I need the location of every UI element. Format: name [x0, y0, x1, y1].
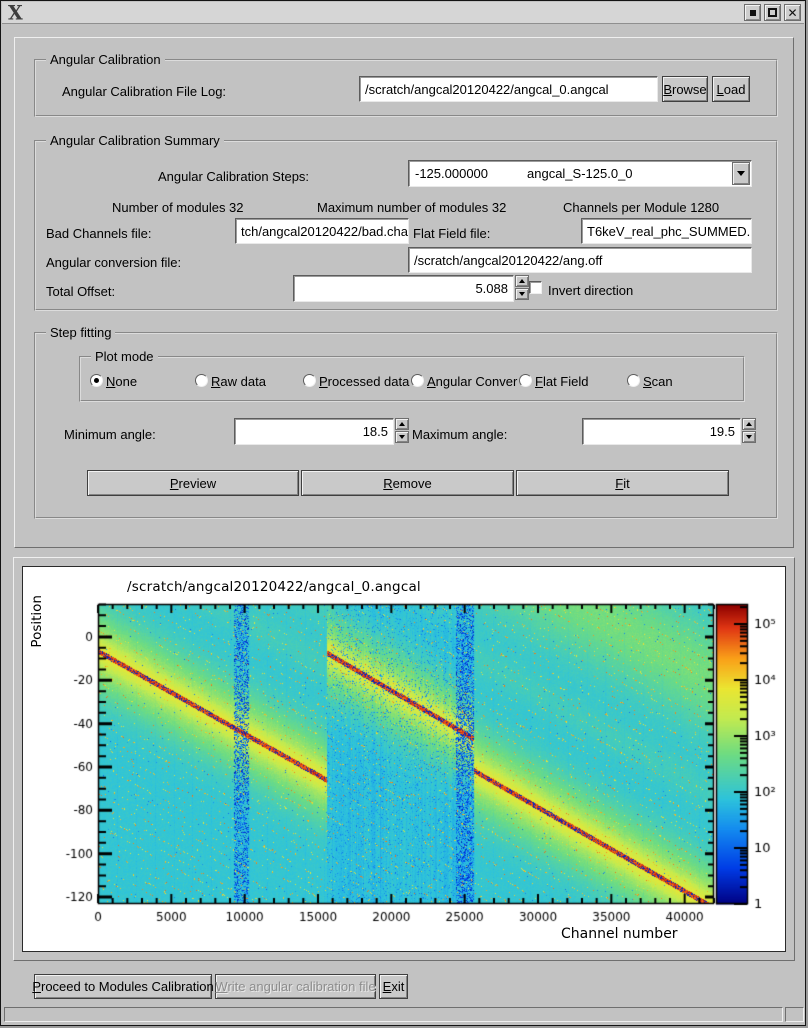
group-title: Angular Calibration Summary [46, 133, 224, 148]
steps-combobox[interactable]: -125.000000 angcal_S-125.0_0 [408, 160, 752, 187]
browse-button[interactable]: Browse [662, 76, 708, 102]
group-plot-mode: Plot mode None Raw data Processed data A… [79, 349, 745, 402]
minimize-icon [749, 9, 756, 16]
max-angle-input[interactable]: 19.5 [582, 418, 741, 445]
close-button[interactable]: ✕ [784, 4, 801, 21]
total-offset-input[interactable]: 5.088 [293, 275, 514, 302]
channels-per-module-text: Channels per Module 1280 [563, 200, 720, 215]
group-angular-calibration: Angular Calibration Angular Calibration … [34, 52, 778, 117]
steps-value: -125.000000 [415, 166, 489, 181]
group-title: Angular Calibration [46, 52, 165, 67]
flat-field-input[interactable]: T6keV_real_phc_SUMMED.raw [581, 218, 752, 244]
file-log-input[interactable]: /scratch/angcal20120422/angcal_0.angcal [359, 76, 658, 102]
bad-channels-input[interactable]: tch/angcal20120422/bad.chan [235, 218, 409, 244]
min-angle-spinner [395, 418, 409, 443]
total-offset-spinner [515, 275, 529, 300]
plot-x-axis-label: Channel number [561, 926, 678, 942]
heatmap-canvas [23, 567, 787, 953]
flat-field-label: Flat Field file: [413, 226, 491, 241]
min-angle-input[interactable]: 18.5 [234, 418, 394, 445]
arrow-up-icon [399, 422, 405, 426]
radio-flat-field[interactable] [519, 374, 532, 387]
radio-none-label: None [106, 374, 138, 389]
arrow-up-icon [746, 422, 752, 426]
conversion-label: Angular conversion file: [46, 255, 182, 270]
radio-processed-data-label: Processed data [319, 374, 410, 389]
x11-logo-icon: X [8, 0, 23, 25]
group-title: Step fitting [46, 325, 116, 340]
radio-flat-field-label: Flat Field [535, 374, 589, 389]
resize-grip[interactable] [785, 1007, 804, 1022]
max-angle-spinner [742, 418, 756, 443]
preview-button[interactable]: Preview [87, 470, 299, 496]
remove-button[interactable]: Remove [301, 470, 514, 496]
radio-none[interactable] [90, 374, 103, 387]
status-message-area [4, 1007, 783, 1022]
group-title: Plot mode [91, 349, 158, 364]
statusbar [4, 1005, 804, 1025]
steps-label: Angular Calibration Steps: [158, 169, 310, 184]
proceed-to-modules-calibration-button[interactable]: Proceed to Modules Calibration [32, 974, 214, 999]
group-calibration-summary: Angular Calibration Summary Angular Cali… [34, 133, 778, 311]
spin-up-button[interactable] [395, 418, 409, 430]
load-button[interactable]: Load [712, 76, 750, 102]
invert-direction-label: Invert direction [548, 283, 634, 298]
invert-direction-checkbox[interactable] [529, 281, 542, 294]
radio-processed-data[interactable] [303, 374, 316, 387]
max-modules-text: Maximum number of modules 32 [317, 200, 507, 215]
spin-up-button[interactable] [742, 418, 756, 430]
conversion-input[interactable]: /scratch/angcal20120422/ang.off [408, 247, 752, 273]
total-offset-label: Total Offset: [46, 284, 116, 299]
minimize-button[interactable] [744, 4, 761, 21]
radio-angular-conversion-label: Angular Conver [427, 374, 518, 389]
min-angle-label: Minimum angle: [64, 427, 156, 442]
maximize-button[interactable] [764, 4, 781, 21]
arrow-down-icon [519, 292, 525, 296]
spin-up-button[interactable] [515, 275, 529, 287]
arrow-up-icon [519, 279, 525, 283]
file-log-label: Angular Calibration File Log: [62, 84, 227, 99]
arrow-down-icon [399, 435, 405, 439]
spin-down-button[interactable] [742, 431, 756, 443]
write-angular-calibration-file-button[interactable]: Write angular calibration file [215, 974, 376, 999]
radio-scan-label: Scan [643, 374, 673, 389]
max-angle-label: Maximum angle: [412, 427, 508, 442]
plot-y-axis-label: Position [29, 595, 45, 648]
combobox-dropdown-button[interactable] [732, 162, 750, 185]
steps-name: angcal_S-125.0_0 [527, 166, 633, 181]
radio-raw-data[interactable] [195, 374, 208, 387]
chevron-down-icon [737, 171, 745, 176]
spin-down-button[interactable] [395, 431, 409, 443]
radio-scan[interactable] [627, 374, 640, 387]
group-step-fitting: Step fitting Plot mode None Raw data Pro… [34, 325, 778, 519]
plot-title: /scratch/angcal20120422/angcal_0.angcal [127, 579, 421, 595]
titlebar[interactable]: X ✕ [2, 2, 804, 24]
num-modules-text: Number of modules 32 [112, 200, 244, 215]
fit-button[interactable]: Fit [516, 470, 729, 496]
spin-down-button[interactable] [515, 288, 529, 300]
arrow-down-icon [746, 435, 752, 439]
exit-button[interactable]: Exit [379, 974, 408, 999]
plot-area: /scratch/angcal20120422/angcal_0.angcal … [22, 566, 787, 953]
radio-angular-conversion[interactable] [411, 374, 424, 387]
bad-channels-label: Bad Channels file: [46, 226, 152, 241]
maximize-icon [768, 8, 777, 17]
close-icon: ✕ [787, 5, 798, 20]
plot-panel: /scratch/angcal20120422/angcal_0.angcal … [13, 557, 795, 961]
form-panel: Angular Calibration Angular Calibration … [14, 37, 794, 548]
radio-raw-data-label: Raw data [211, 374, 266, 389]
